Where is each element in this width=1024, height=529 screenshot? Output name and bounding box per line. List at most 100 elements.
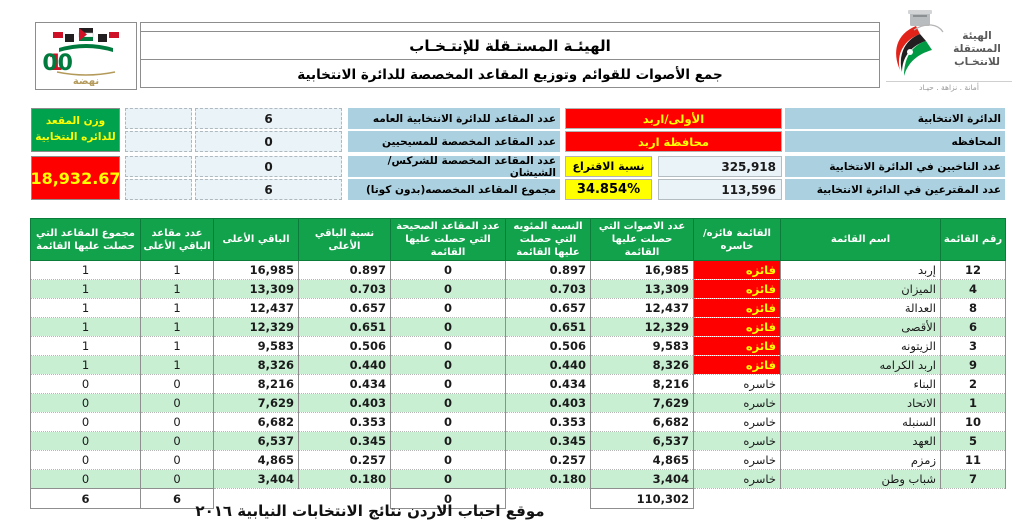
cell-remainder-pct: 0.345: [298, 431, 391, 451]
cell-status: خاسره: [693, 393, 781, 413]
turnout-value: 34.854%: [565, 179, 652, 200]
district-value: الأولى/اربد: [565, 108, 782, 129]
cell-remainder-seats: 1: [140, 336, 214, 356]
cell-total-seats: 0: [30, 450, 141, 470]
cell-votes: 6,682: [590, 412, 694, 432]
cell-votes: 8,326: [590, 355, 694, 375]
cell-list-number: 2: [940, 374, 1006, 394]
seats-circassian-label: عدد المقاعد المخصصة للشركس/الشيشان: [348, 155, 560, 179]
cell-direct-seats: 0: [390, 279, 506, 299]
table-row: 12 إربد فائزه 16,985 0.897 0 0.897 16,985 1 1: [30, 260, 1006, 280]
seats-total-label: مجموع المقاعد المخصصه(بدون كوتا): [348, 179, 560, 200]
cell-total-seats: 1: [30, 336, 141, 356]
iec-logo: الهيئة المستقلة للانتخـاب أمانة . نزاهة …: [886, 8, 1012, 92]
cell-total-seats: 1: [30, 298, 141, 318]
cell-status: فائزه: [693, 317, 781, 337]
totals-remainder-seats: 6: [140, 488, 214, 509]
cell-direct-seats: 0: [390, 355, 506, 375]
table-row: 8 العدالة فائزه 12,437 0.657 0 0.657 12,437 1 1: [30, 298, 1006, 318]
cell-list-name: العدالة: [780, 298, 941, 318]
cell-list-name: السنبله: [780, 412, 941, 432]
table-row: 11 زمزم خاسره 4,865 0.257 0 0.257 4,865 0 0: [30, 450, 1006, 470]
iec-flag-ballot-icon: [896, 10, 944, 76]
seats-general-label: عدد المقاعد للدائرة الانتخابية العامه: [348, 108, 560, 129]
voters-label: عدد الناخبين في الدائرة الانتخابية: [785, 156, 1005, 177]
cell-list-number: 8: [940, 298, 1006, 318]
table-row: 10 السنبله خاسره 6,682 0.353 0 0.353 6,682 0 0: [30, 412, 1006, 432]
results-table: رقم القائمة اسم القائمة القائمة فائزه/خا…: [30, 218, 1006, 509]
iec-logo-tagline: أمانة . نزاهة . حيـاد: [886, 81, 1012, 92]
governorate-label: المحافظه: [785, 131, 1005, 152]
cell-list-name: البناء: [780, 374, 941, 394]
cell-status: فائزه: [693, 279, 781, 299]
summary-info-grid: وزن المقعد للدائره النتخابية 18,932.67 6…: [30, 108, 1005, 200]
cell-remainder-pct: 0.440: [298, 355, 391, 375]
voters-value: 325,918: [658, 156, 782, 177]
cell-total-seats: 0: [30, 393, 141, 413]
cell-percentage: 0.657: [505, 298, 591, 318]
table-row: 2 البناء خاسره 8,216 0.434 0 0.434 8,216 0 0: [30, 374, 1006, 394]
cell-percentage: 0.506: [505, 336, 591, 356]
cell-percentage: 0.703: [505, 279, 591, 299]
empty-cell: [125, 108, 192, 129]
cell-list-number: 3: [940, 336, 1006, 356]
cell-remainder: 6,682: [213, 412, 299, 432]
table-row: 7 شباب وطن خاسره 3,404 0.180 0 0.180 3,404 0 0: [30, 469, 1006, 489]
seats-christian-label: عدد المقاعد المخصصة للمسيحيين: [348, 131, 560, 152]
title-box: الهيئـة المستـقلة للإنتـخـاب جمع الأصوات…: [140, 22, 880, 88]
cell-total-seats: 0: [30, 431, 141, 451]
title-spacer: [141, 23, 879, 32]
totals-total-seats: 6: [30, 488, 141, 509]
cell-votes: 6,537: [590, 431, 694, 451]
seat-weight-label: وزن المقعد للدائره النتخابية: [31, 108, 120, 152]
cell-votes: 13,309: [590, 279, 694, 299]
totals-empty: [693, 488, 781, 509]
cell-votes: 7,629: [590, 393, 694, 413]
table-row: 5 العهد خاسره 6,537 0.345 0 0.345 6,537 0 0: [30, 431, 1006, 451]
cell-list-number: 1: [940, 393, 1006, 413]
cell-status: خاسره: [693, 469, 781, 489]
source-credit: موقع احباب الاردن نتائج الانتخابات النيا…: [195, 502, 545, 520]
cell-remainder-seats: 0: [140, 374, 214, 394]
cell-total-seats: 0: [30, 374, 141, 394]
cell-percentage: 0.403: [505, 393, 591, 413]
cell-remainder: 9,583: [213, 336, 299, 356]
cell-remainder-pct: 0.897: [298, 260, 391, 280]
cell-total-seats: 1: [30, 260, 141, 280]
cell-percentage: 0.257: [505, 450, 591, 470]
seats-total-value: 6: [195, 179, 342, 200]
header-list-name: اسم القائمة: [780, 218, 941, 261]
cell-remainder: 8,326: [213, 355, 299, 375]
table-row: 4 الميزان فائزه 13,309 0.703 0 0.703 13,309 1 1: [30, 279, 1006, 299]
cell-list-number: 9: [940, 355, 1006, 375]
cell-status: فائزه: [693, 355, 781, 375]
iec-logo-line1: الهيئة المستقلة: [953, 30, 1001, 56]
totals-empty: [940, 488, 1006, 509]
totals-votes: 110,302: [590, 488, 694, 509]
cell-remainder-pct: 0.703: [298, 279, 391, 299]
cell-remainder: 4,865: [213, 450, 299, 470]
header-total-seats: مجموع المقاعد التي حصلت عليها القائمة: [30, 218, 141, 261]
cell-list-number: 7: [940, 469, 1006, 489]
cell-votes: 12,437: [590, 298, 694, 318]
header-remainder-pct: نسبة الباقي الأعلى: [298, 218, 391, 261]
cell-list-name: زمزم: [780, 450, 941, 470]
cell-remainder-seats: 1: [140, 279, 214, 299]
cell-remainder-pct: 0.353: [298, 412, 391, 432]
cell-remainder-pct: 0.657: [298, 298, 391, 318]
cell-list-name: الميزان: [780, 279, 941, 299]
cell-remainder: 16,985: [213, 260, 299, 280]
cell-votes: 16,985: [590, 260, 694, 280]
cell-votes: 3,404: [590, 469, 694, 489]
cell-status: خاسره: [693, 374, 781, 394]
header-direct-seats: عدد المقاعد الصحيحة التي حصلت عليها القا…: [390, 218, 506, 261]
cell-percentage: 0.434: [505, 374, 591, 394]
header-remainder-seats: عدد مقاعد الباقي الأعلى: [140, 218, 214, 261]
cell-remainder: 7,629: [213, 393, 299, 413]
cell-direct-seats: 0: [390, 393, 506, 413]
org-title: الهيئـة المستـقلة للإنتـخـاب: [141, 32, 879, 60]
cell-percentage: 0.440: [505, 355, 591, 375]
cell-list-name: الزيتونه: [780, 336, 941, 356]
svg-text:1: 1: [48, 51, 63, 76]
cell-remainder-seats: 0: [140, 469, 214, 489]
